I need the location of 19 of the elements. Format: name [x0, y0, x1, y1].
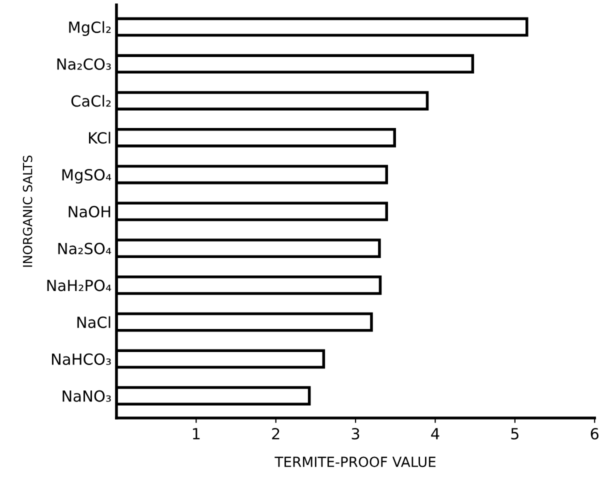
x-tick-label: 1: [192, 428, 200, 440]
y-tick-label: NaH₂PO₄: [47, 280, 112, 292]
x-tick-label: 3: [352, 428, 360, 440]
x-tick-label: 5: [511, 428, 518, 440]
y-axis-title: INORGANIC SALTS: [22, 156, 32, 267]
y-tick-label: Na₂CO₃: [57, 58, 111, 70]
y-tick-label: NaNO₃: [62, 390, 111, 402]
x-tick-label: 4: [431, 428, 440, 440]
y-tick-label: NaOH: [68, 206, 110, 218]
y-tick-label: Na₂SO₄: [58, 242, 112, 254]
y-tick-label: CaCl₂: [71, 94, 111, 107]
x-tick-label: 6: [590, 428, 599, 440]
x-tick-label: 2: [272, 428, 280, 440]
y-tick-label: KCl: [89, 132, 110, 144]
y-tick-label: NaCl: [77, 316, 110, 328]
y-tick-label: MgSO₄: [62, 168, 112, 184]
y-tick-label: MgCl₂: [69, 21, 111, 36]
y-tick-label: NaHCO₃: [52, 353, 111, 365]
x-axis-title: TERMITE-PROOF VALUE: [274, 456, 436, 468]
